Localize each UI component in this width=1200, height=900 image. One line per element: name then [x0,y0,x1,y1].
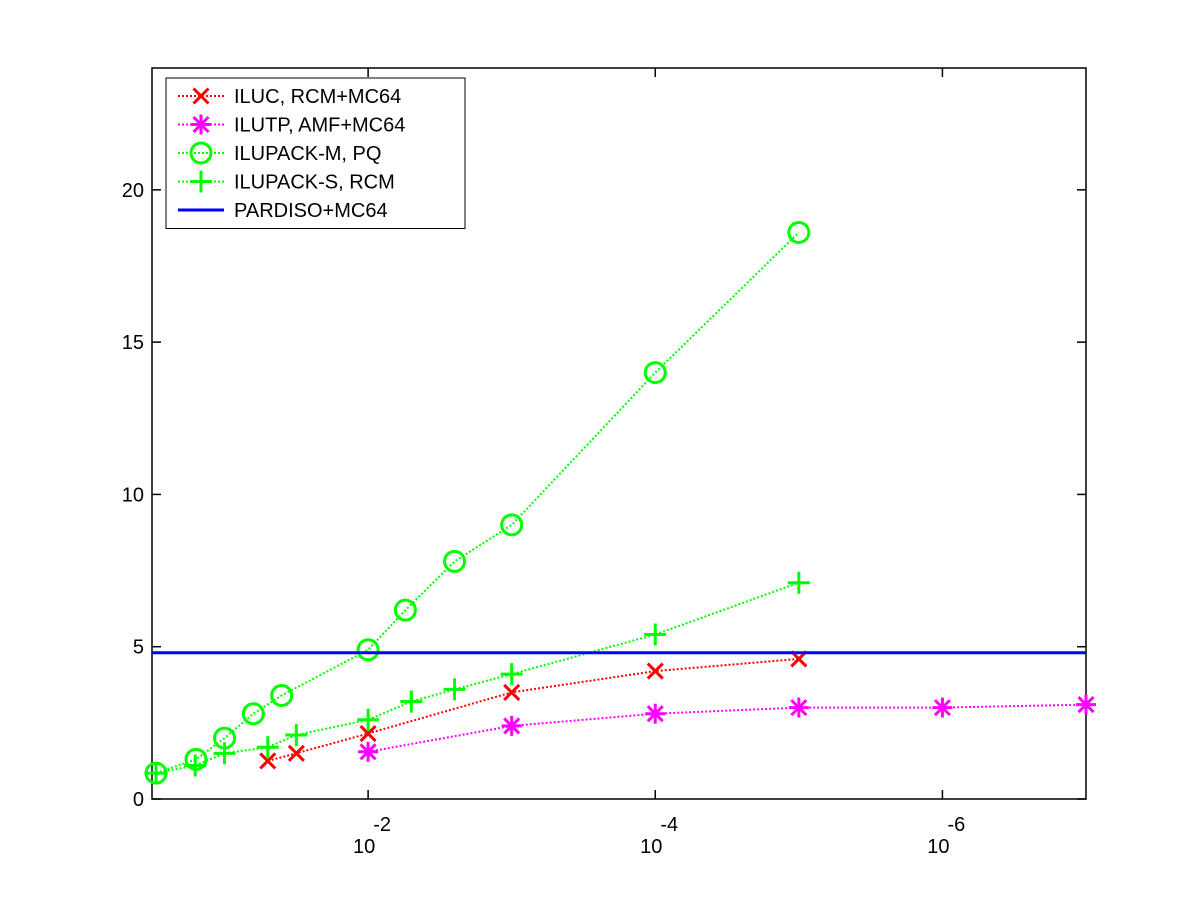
legend-marker [192,87,210,105]
data-point-iluc-rcm-mc64-0 [259,752,277,770]
data-point-ilutp-amf-mc64-3 [788,697,809,718]
series-line-iluc-rcm-mc64 [267,657,799,762]
legend-label: ILUC, RCM+MC64 [234,86,401,108]
series-line-ilupack-m-pq [155,231,800,775]
data-point-ilutp-amf-mc64-1 [501,715,522,736]
x-tick-label-1: 10-4 [640,814,678,858]
data-point-ilupack-s-rcm-10 [787,571,810,594]
data-point-ilutp-amf-mc64-2 [645,703,666,724]
data-point-ilupack-s-rcm-8 [500,663,523,686]
data-point-ilupack-m-pq-6 [393,598,417,622]
data-point-ilupack-m-pq-4 [270,683,294,707]
data-point-ilutp-amf-mc64-4 [932,697,953,718]
data-point-ilupack-s-rcm-0 [145,762,168,785]
x-tick-label-0: 10-2 [353,814,391,858]
series-ilupack-s-rcm [145,571,810,785]
legend-entry-ilupack-s-rcm: ILUPACK-S, RCM [178,170,395,194]
x-tick-label-base: 10 [927,836,949,858]
data-point-iluc-rcm-mc64-1 [287,744,305,762]
legend-label: ILUPACK-S, RCM [234,172,395,194]
data-point-ilupack-s-rcm-2 [213,742,236,765]
legend-label: ILUPACK-M, PQ [234,143,381,165]
data-point-ilupack-m-pq-3 [241,702,265,726]
data-point-ilupack-s-rcm-6 [400,690,423,713]
legend-marker [189,141,213,165]
data-point-iluc-rcm-mc64-4 [646,662,664,680]
x-tick-label-exponent: -4 [660,814,678,836]
data-point-ilupack-s-rcm-7 [443,678,466,701]
legend-marker [190,170,212,193]
data-point-iluc-rcm-mc64-3 [503,683,521,701]
legend-entry-ilutp-amf-mc64: ILUTP, AMF+MC64 [178,114,405,137]
x-tick-label-base: 10 [353,836,375,858]
legend-marker [191,114,211,135]
x-tick-label-base: 10 [640,836,662,858]
data-point-ilupack-m-pq-10 [787,220,811,244]
legend-label: ILUTP, AMF+MC64 [234,115,405,137]
data-point-ilupack-m-pq-8 [500,513,524,537]
data-point-ilutp-amf-mc64-5 [1076,694,1096,715]
data-point-ilupack-m-pq-9 [643,361,667,385]
series-ilutp-amf-mc64 [358,694,1096,762]
data-point-ilupack-s-rcm-9 [644,623,667,646]
y-tick-label-15: 15 [122,332,144,354]
y-tick-label-10: 10 [122,484,144,506]
series-line-ilutp-amf-mc64 [367,703,1087,753]
data-point-iluc-rcm-mc64-2 [359,724,377,743]
y-tick-label-20: 20 [122,180,144,202]
legend-entry-iluc-rcm-mc64: ILUC, RCM+MC64 [178,86,401,108]
x-tick-label-exponent: -6 [948,814,966,836]
data-point-ilupack-s-rcm-1 [184,754,207,777]
data-point-ilupack-s-rcm-5 [357,708,380,731]
legend-entry-pardiso-mc64: PARDISO+MC64 [178,200,388,222]
series-line-ilupack-s-rcm [155,581,800,775]
data-point-ilupack-s-rcm-4 [285,724,308,747]
y-tick-label-5: 5 [133,637,144,659]
data-point-ilupack-s-rcm-3 [256,736,279,759]
data-point-ilupack-m-pq-7 [443,549,467,573]
legend-label: PARDISO+MC64 [234,200,388,222]
series-iluc-rcm-mc64 [259,650,808,770]
x-tick-label-exponent: -2 [373,814,391,836]
data-point-ilupack-m-pq-5 [356,638,380,662]
legend: ILUC, RCM+MC64 ILUTP, AMF+MC64 ILUPACK-M, … [165,77,466,229]
legend-entry-ilupack-m-pq: ILUPACK-M, PQ [178,141,381,165]
data-point-ilutp-amf-mc64-0 [358,741,379,762]
series-layer [144,220,1096,785]
x-tick-label-2: 10-6 [927,814,965,858]
y-tick-label-0: 0 [133,789,144,811]
